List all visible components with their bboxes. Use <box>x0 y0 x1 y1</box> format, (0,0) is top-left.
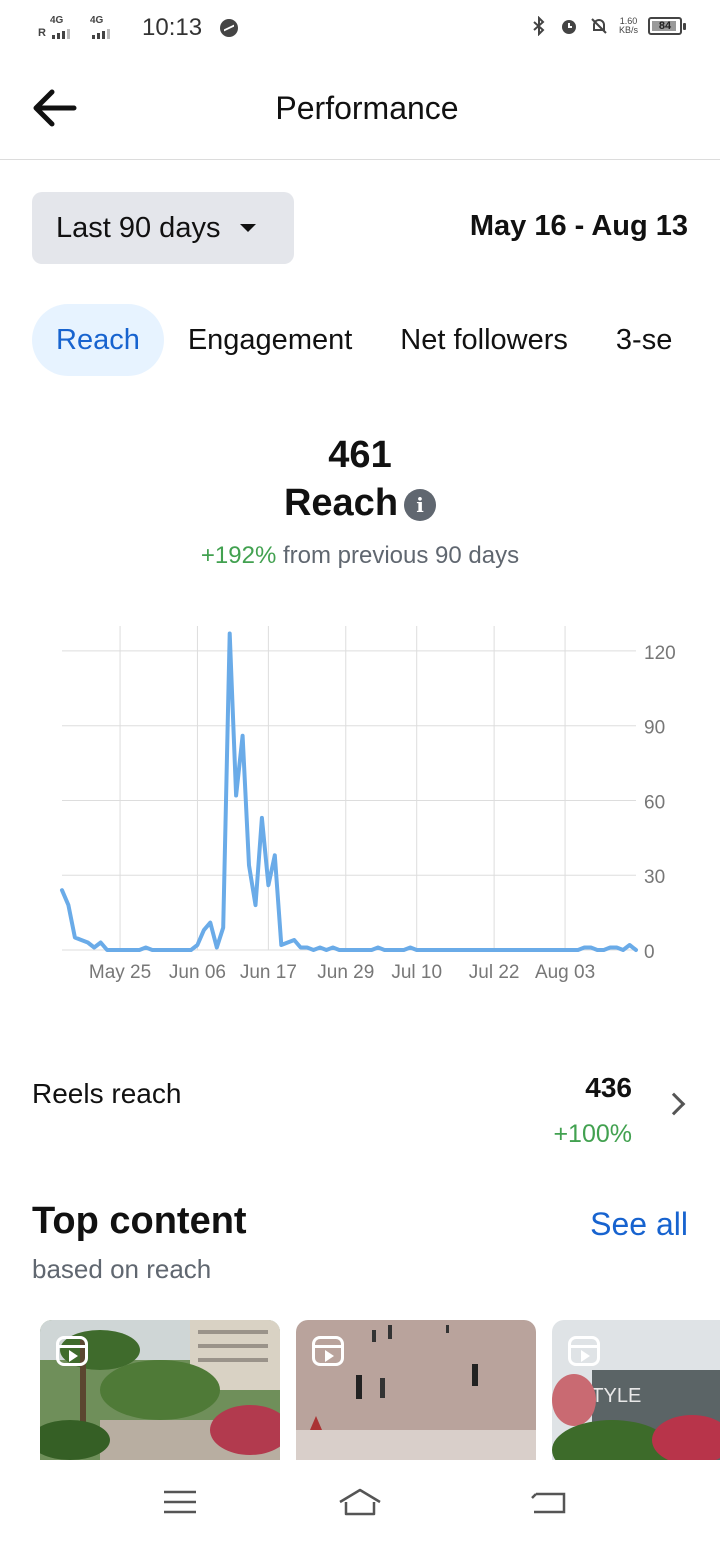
x-tick-label: May 25 <box>89 962 151 983</box>
tab-net-followers[interactable]: Net followers <box>400 324 568 356</box>
top-content-subtitle: based on reach <box>32 1254 212 1284</box>
top-content-carousel: STYLE <box>40 1320 720 1460</box>
network-speed: 1.60 KB/s <box>618 16 638 35</box>
clock: 10:13 <box>142 14 203 41</box>
x-tick-label: Jun 29 <box>317 962 374 983</box>
reels-reach-change: +100% <box>553 1120 632 1148</box>
thumbnail-garden-image <box>40 1320 280 1460</box>
x-tick-label: Jun 17 <box>240 962 297 983</box>
battery-icon: 84 <box>648 17 686 35</box>
reels-reach-value: 436 <box>585 1072 632 1103</box>
alarm-icon <box>561 20 576 34</box>
y-tick-label: 60 <box>644 792 665 813</box>
y-tick-label: 120 <box>644 643 676 664</box>
content-thumbnail[interactable] <box>40 1320 280 1460</box>
back-arrow-icon[interactable] <box>30 86 80 130</box>
app-header: Performance <box>0 58 720 160</box>
reels-icon <box>568 1336 600 1366</box>
reach-label: Reach <box>283 482 399 524</box>
date-range-text: May 16 - Aug 13 <box>469 210 688 242</box>
home-icon[interactable] <box>336 1482 384 1522</box>
mute-icon <box>591 18 607 34</box>
signal-sim2-icon: 4G <box>88 15 130 41</box>
x-tick-label: Jul 10 <box>391 962 442 983</box>
date-range-label: Last 90 days <box>56 211 221 244</box>
back-nav-icon[interactable] <box>524 1482 572 1522</box>
x-tick-label: Jul 22 <box>469 962 520 983</box>
reach-series-line <box>60 631 638 952</box>
reach-chart: 0 30 60 90 120 May 25 Jun 06 Jun 17 Jun 29 Jul 10… <box>0 620 720 1000</box>
reach-change: +192% from previous 90 days <box>0 542 720 570</box>
change-percent: +192% <box>200 542 277 569</box>
tab-engagement[interactable]: Engagement <box>187 324 353 356</box>
content-thumbnail[interactable]: STYLE <box>552 1320 720 1460</box>
reels-reach-row[interactable]: Reels reach 436 +100% <box>32 1068 692 1158</box>
page-title: Performance <box>275 90 459 126</box>
tab-reach[interactable]: Reach <box>32 304 164 376</box>
signal-sim1-icon: R 4G <box>38 15 80 41</box>
metric-tabs: Reach Engagement Net followers 3-se <box>32 304 688 376</box>
bluetooth-icon <box>533 16 545 36</box>
reach-line-chart: 0 30 60 90 120 May 25 Jun 06 Jun 17 Jun 29 Jul 10… <box>60 626 676 983</box>
reels-reach-label: Reels reach <box>32 1078 182 1109</box>
caret-down-icon <box>240 224 257 232</box>
y-tick-label: 0 <box>644 942 655 963</box>
reels-icon <box>312 1336 344 1366</box>
messenger-icon <box>220 19 239 37</box>
reels-icon <box>56 1336 88 1366</box>
y-tick-label: 90 <box>644 718 665 739</box>
y-tick-label: 30 <box>644 867 665 888</box>
chevron-right-icon <box>662 1092 686 1116</box>
thumbnail-mall-image: STYLE <box>552 1320 720 1460</box>
tab-3-second-views[interactable]: 3-se <box>615 324 673 356</box>
reach-total: 461 <box>328 434 392 476</box>
content-thumbnail[interactable] <box>296 1320 536 1460</box>
x-tick-label: Jun 06 <box>169 962 226 983</box>
see-all-link[interactable]: See all <box>590 1206 688 1242</box>
date-range-dropdown[interactable]: Last 90 days <box>32 192 294 264</box>
reach-heading: Reach i <box>0 482 720 525</box>
top-content-title: Top content <box>32 1200 247 1242</box>
change-text: from previous 90 days <box>282 542 520 569</box>
x-tick-label: Aug 03 <box>535 962 595 983</box>
menu-icon[interactable] <box>156 1482 204 1522</box>
system-nav-bar <box>0 1460 720 1544</box>
info-icon[interactable]: i <box>404 489 437 521</box>
status-bar: R 4G 4G 10:13 1.60 KB/s 84 <box>0 0 720 58</box>
